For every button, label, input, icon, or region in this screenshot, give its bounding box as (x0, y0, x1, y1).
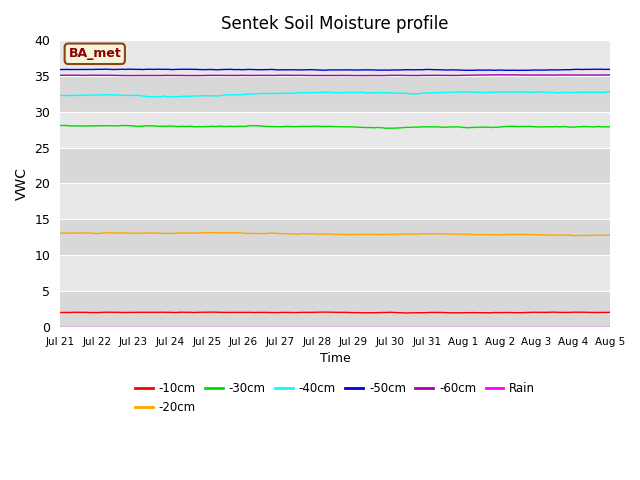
-50cm (424, 67, 432, 72)
-40cm (471, 89, 479, 95)
-50cm (606, 66, 614, 72)
-30cm (306, 123, 314, 129)
Rain (424, 324, 431, 330)
-60cm (424, 72, 432, 78)
Line: -10cm: -10cm (60, 312, 610, 313)
-60cm (381, 72, 389, 78)
-60cm (492, 72, 499, 78)
-50cm (306, 67, 314, 72)
Bar (60, 219, 610, 255)
Rain (154, 324, 161, 330)
Bar (60, 291, 610, 327)
-20cm (154, 230, 161, 236)
-50cm (472, 67, 480, 73)
Rain (56, 324, 64, 330)
Bar (60, 255, 610, 291)
-40cm (605, 89, 612, 95)
Line: -60cm: -60cm (60, 75, 610, 76)
-10cm (425, 310, 433, 315)
-30cm (472, 124, 480, 130)
-30cm (381, 125, 389, 131)
-10cm (472, 310, 480, 315)
-50cm (468, 68, 476, 73)
-60cm (56, 72, 64, 78)
-20cm (471, 232, 479, 238)
Line: -40cm: -40cm (60, 92, 610, 97)
-20cm (206, 229, 214, 235)
-10cm (606, 310, 614, 315)
Rain (380, 324, 388, 330)
Line: -30cm: -30cm (60, 125, 610, 128)
Line: -20cm: -20cm (60, 232, 610, 236)
-30cm (198, 124, 206, 130)
-40cm (167, 94, 175, 100)
Y-axis label: VWC: VWC (15, 167, 29, 200)
-40cm (381, 90, 389, 96)
-20cm (572, 233, 580, 239)
-40cm (424, 90, 432, 96)
-20cm (606, 232, 614, 238)
-60cm (606, 72, 614, 78)
-10cm (203, 309, 211, 315)
-50cm (56, 67, 64, 72)
-10cm (403, 310, 411, 316)
-50cm (198, 67, 206, 72)
Line: -50cm: -50cm (60, 69, 610, 71)
Text: BA_met: BA_met (68, 47, 121, 60)
-10cm (56, 310, 64, 315)
Legend: -10cm, -20cm, -30cm, -40cm, -50cm, -60cm, Rain: -10cm, -20cm, -30cm, -40cm, -50cm, -60cm… (130, 377, 540, 419)
-40cm (306, 90, 314, 96)
-20cm (424, 231, 432, 237)
-20cm (381, 231, 389, 237)
Bar (60, 112, 610, 148)
Rain (606, 324, 614, 330)
-30cm (425, 124, 433, 130)
-50cm (381, 67, 389, 73)
-60cm (471, 72, 479, 78)
-60cm (306, 72, 314, 78)
Rain (305, 324, 313, 330)
-30cm (606, 124, 614, 130)
-10cm (154, 310, 161, 315)
-20cm (198, 230, 205, 236)
-50cm (126, 66, 134, 72)
Bar (60, 183, 610, 219)
-60cm (133, 73, 141, 79)
-30cm (56, 122, 64, 128)
-40cm (154, 94, 161, 99)
-40cm (198, 93, 206, 98)
Rain (470, 324, 478, 330)
-10cm (198, 310, 205, 315)
-40cm (56, 93, 64, 98)
-10cm (381, 310, 389, 315)
-60cm (198, 72, 206, 78)
-30cm (383, 125, 390, 131)
-40cm (606, 89, 614, 95)
-10cm (306, 310, 314, 315)
-50cm (154, 66, 162, 72)
-20cm (56, 230, 64, 236)
-20cm (306, 231, 314, 237)
X-axis label: Time: Time (319, 352, 350, 365)
-30cm (154, 123, 162, 129)
Title: Sentek Soil Moisture profile: Sentek Soil Moisture profile (221, 15, 449, 33)
Bar (60, 76, 610, 112)
-30cm (59, 122, 67, 128)
Bar (60, 40, 610, 76)
Rain (198, 324, 205, 330)
Bar (60, 148, 610, 183)
-60cm (154, 72, 162, 78)
